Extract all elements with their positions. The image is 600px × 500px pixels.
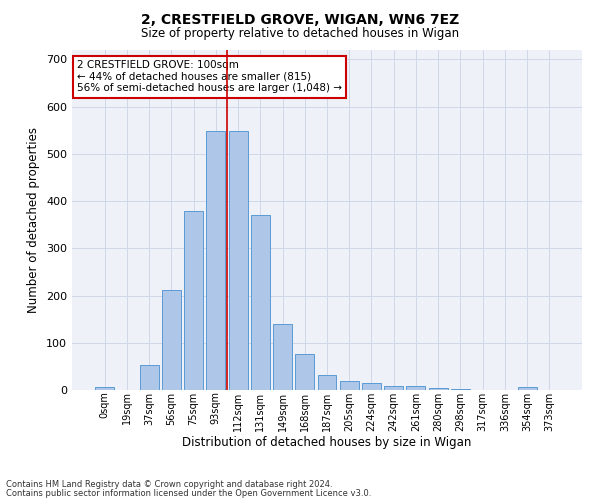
Text: 2, CRESTFIELD GROVE, WIGAN, WN6 7EZ: 2, CRESTFIELD GROVE, WIGAN, WN6 7EZ (141, 12, 459, 26)
Bar (184, 210, 203, 390)
Bar (162, 290, 181, 390)
Bar (95, 386, 114, 390)
Text: 2 CRESTFIELD GROVE: 100sqm
← 44% of detached houses are smaller (815)
56% of sem: 2 CRESTFIELD GROVE: 100sqm ← 44% of deta… (77, 60, 342, 94)
Bar (229, 131, 248, 390)
Bar (406, 386, 425, 390)
Bar (518, 386, 536, 390)
Bar (251, 216, 270, 390)
Bar (317, 375, 337, 390)
Bar (295, 354, 314, 390)
Y-axis label: Number of detached properties: Number of detached properties (28, 127, 40, 313)
Bar (451, 388, 470, 390)
Bar (429, 388, 448, 390)
Bar (362, 383, 381, 390)
Bar (340, 380, 359, 390)
Text: Contains HM Land Registry data © Crown copyright and database right 2024.: Contains HM Land Registry data © Crown c… (6, 480, 332, 489)
Bar (206, 131, 225, 390)
Bar (273, 324, 292, 390)
Text: Contains public sector information licensed under the Open Government Licence v3: Contains public sector information licen… (6, 488, 371, 498)
Bar (140, 366, 158, 390)
X-axis label: Distribution of detached houses by size in Wigan: Distribution of detached houses by size … (182, 436, 472, 450)
Text: Size of property relative to detached houses in Wigan: Size of property relative to detached ho… (141, 28, 459, 40)
Bar (384, 386, 403, 390)
